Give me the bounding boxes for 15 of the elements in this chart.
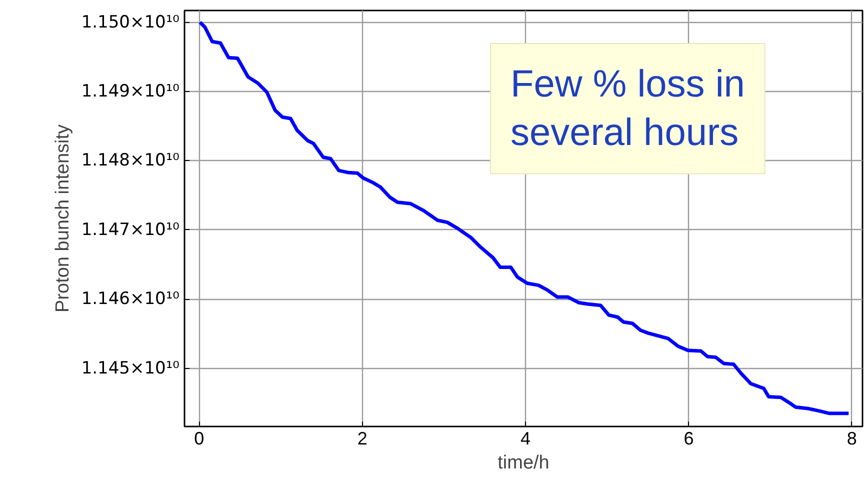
y-tick-label: 1.147×10¹⁰: [81, 220, 180, 240]
x-tick-label: 8: [846, 428, 857, 448]
y-tick-label: 1.150×10¹⁰: [81, 12, 180, 32]
y-tick-label: 1.149×10¹⁰: [81, 81, 180, 102]
y-tick-label: 1.145×10¹⁰: [81, 358, 180, 378]
x-axis-title: time/h: [498, 452, 550, 474]
x-tick-label: 2: [357, 428, 368, 448]
x-tick-label: 0: [194, 428, 204, 448]
y-tick-label: 1.146×10¹⁰: [81, 289, 180, 310]
y-tick-label: 1.148×10¹⁰: [81, 150, 180, 171]
line-series: [198, 20, 850, 416]
x-tick-label: 4: [520, 428, 531, 448]
y-axis-title: Proton bunch intensity: [52, 124, 74, 313]
x-tick-label: 6: [684, 428, 694, 448]
annotation: Few % loss in several hours: [510, 64, 745, 154]
